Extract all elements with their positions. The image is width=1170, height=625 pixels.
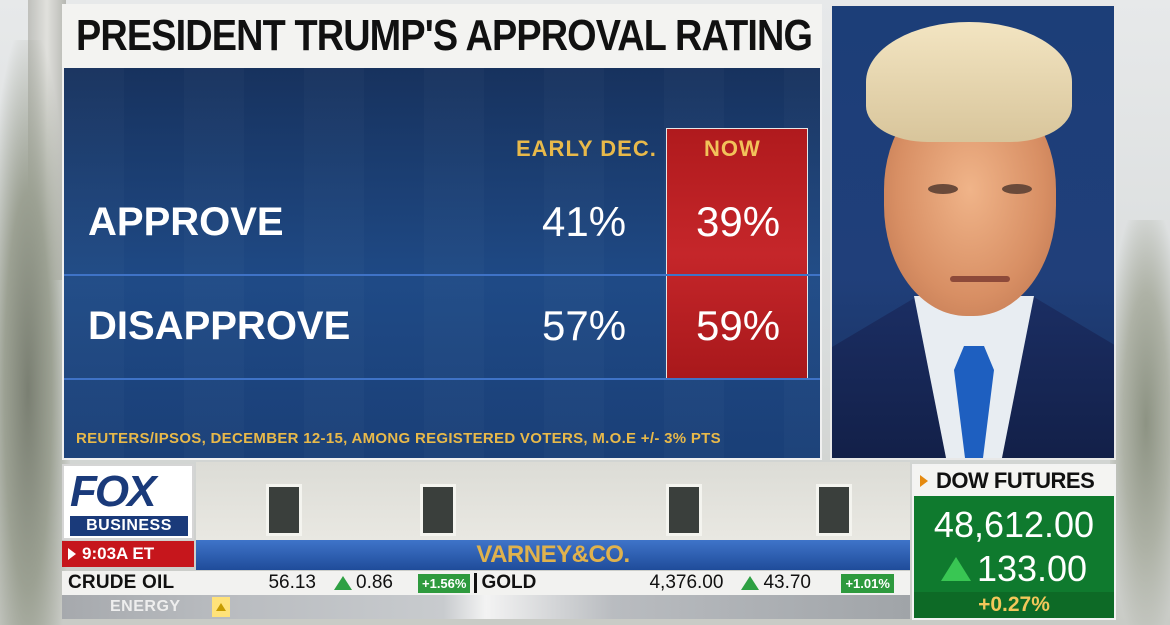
approve-now-value: 39% (696, 198, 781, 245)
play-triangle-icon (920, 475, 928, 487)
row-divider (64, 378, 820, 380)
logo-business-text: BUSINESS (70, 516, 188, 536)
ticker-price: 4,376.00 (649, 572, 724, 593)
sector-up-icon (212, 597, 230, 617)
building-window (816, 484, 852, 536)
dow-price: 48,612.00 (933, 504, 1095, 545)
ticker-change: 43.70 (763, 572, 811, 593)
row-label-disapprove: DISAPPROVE (88, 304, 351, 348)
ticker-price: 56.13 (268, 572, 316, 593)
approve-early-value: 41% (542, 198, 627, 245)
sector-bar: ENERGY (62, 595, 910, 619)
portrait-hair (866, 22, 1072, 142)
graphic-title-bar: PRESIDENT TRUMP'S APPROVAL RATING (62, 4, 822, 68)
background-tree-right (1110, 220, 1170, 625)
sector-label: ENERGY (110, 598, 181, 615)
show-name-bar: VARNEY&CO. (196, 540, 910, 570)
dow-header: DOW FUTURES (914, 466, 1114, 496)
now-column-highlight (666, 128, 808, 380)
play-triangle-icon (68, 548, 76, 560)
row-divider (64, 274, 820, 276)
portrait-mouth (950, 276, 1010, 282)
column-header-now: NOW (704, 136, 761, 161)
time-text: 9:03A ET (82, 544, 155, 563)
disapprove-early-value: 57% (542, 302, 627, 349)
portrait-photo (830, 4, 1116, 460)
market-ticker: CRUDE OIL 56.13 0.86 +1.56% GOLD 4,376.0… (62, 571, 910, 595)
ticker-percent-badge: +1.56% (418, 573, 471, 593)
white-house-background (196, 462, 910, 540)
time-badge: 9:03A ET (62, 541, 194, 567)
approval-graphic: PRESIDENT TRUMP'S APPROVAL RATING EARLY … (62, 4, 1118, 460)
disapprove-now-value: 59% (696, 302, 781, 349)
portrait-eye (1002, 184, 1032, 194)
dow-change: 133.00 (976, 548, 1088, 589)
source-note: REUTERS/IPSOS, DECEMBER 12-15, AMONG REG… (76, 430, 721, 447)
approval-panel: EARLY DEC. NOW APPROVE 41% 39% DISAPPROV… (62, 68, 822, 460)
row-label-approve: APPROVE (88, 200, 284, 244)
up-arrow-icon (334, 576, 352, 590)
logo-fox-text: FOX (70, 467, 156, 516)
building-window (420, 484, 456, 536)
building-window (666, 484, 702, 536)
fox-business-logo: FOX BUSINESS (62, 464, 194, 540)
dow-label: DOW FUTURES (936, 468, 1095, 493)
ticker-separator (474, 573, 478, 593)
portrait-eye (928, 184, 958, 194)
ticker-name: GOLD (481, 572, 537, 593)
graphic-title: PRESIDENT TRUMP'S APPROVAL RATING (76, 11, 813, 60)
show-name: VARNEY&CO. (476, 541, 630, 568)
ticker-percent-badge: +1.01% (841, 573, 894, 593)
dow-futures-box: DOW FUTURES 48,612.00 133.00 +0.27% (912, 464, 1116, 620)
ticker-name: CRUDE OIL (68, 572, 175, 593)
dow-change-row: 133.00 (914, 548, 1114, 590)
background-tree-left (0, 40, 70, 625)
dow-percent: +0.27% (914, 592, 1114, 618)
up-arrow-icon (940, 557, 971, 581)
up-arrow-icon (741, 576, 760, 590)
building-window (266, 484, 302, 536)
ticker-change: 0.86 (356, 572, 393, 593)
column-header-early: EARLY DEC. (516, 136, 657, 161)
